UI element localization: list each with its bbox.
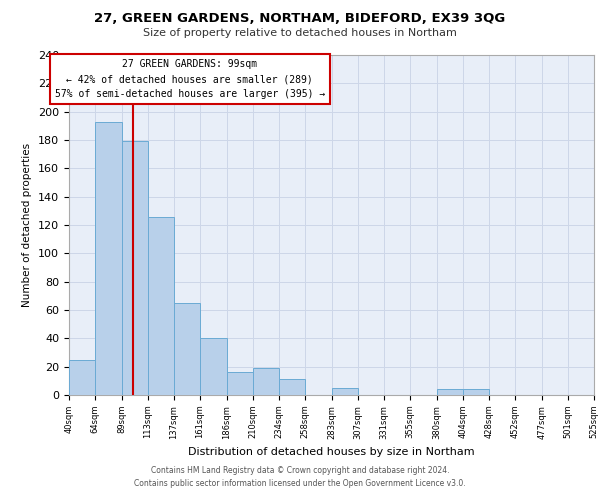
- Text: Size of property relative to detached houses in Northam: Size of property relative to detached ho…: [143, 28, 457, 38]
- Text: 27, GREEN GARDENS, NORTHAM, BIDEFORD, EX39 3QG: 27, GREEN GARDENS, NORTHAM, BIDEFORD, EX…: [94, 12, 506, 26]
- Text: Contains HM Land Registry data © Crown copyright and database right 2024.
Contai: Contains HM Land Registry data © Crown c…: [134, 466, 466, 487]
- Bar: [69, 360, 95, 395]
- Bar: [227, 372, 253, 395]
- Bar: [174, 303, 200, 395]
- Bar: [95, 122, 122, 395]
- Bar: [200, 338, 227, 395]
- Bar: [148, 216, 174, 395]
- Bar: [253, 368, 279, 395]
- Text: 27 GREEN GARDENS: 99sqm
← 42% of detached houses are smaller (289)
57% of semi-d: 27 GREEN GARDENS: 99sqm ← 42% of detache…: [55, 59, 325, 99]
- Y-axis label: Number of detached properties: Number of detached properties: [22, 143, 32, 307]
- Bar: [279, 380, 305, 395]
- Bar: [332, 388, 358, 395]
- Bar: [463, 390, 489, 395]
- Bar: [437, 390, 463, 395]
- Bar: [122, 142, 148, 395]
- X-axis label: Distribution of detached houses by size in Northam: Distribution of detached houses by size …: [188, 447, 475, 457]
